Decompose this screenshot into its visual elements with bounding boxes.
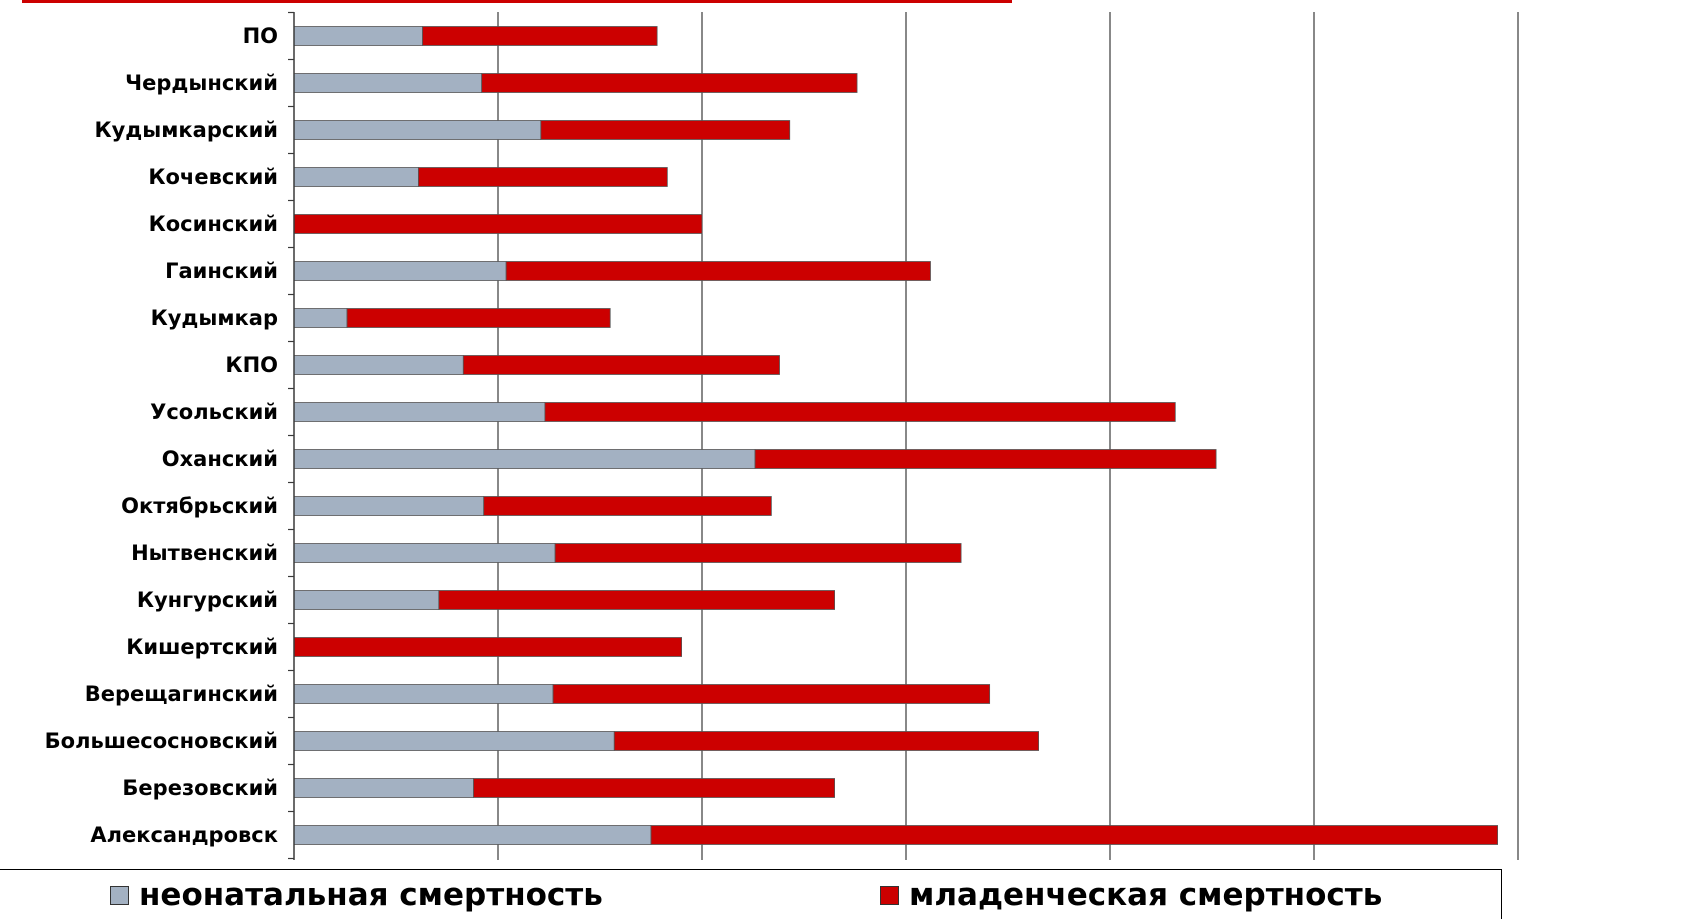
category-label: Кудымкар — [151, 306, 278, 330]
bar-infant — [613, 731, 1040, 751]
bar-infant — [438, 590, 836, 610]
bar-infant — [346, 308, 611, 328]
grid-lines — [497, 12, 1519, 860]
category-label: Нытвенский — [131, 541, 278, 565]
category-label: Кудымкарский — [94, 118, 278, 142]
bar-neonatal — [293, 449, 756, 469]
bar-infant — [754, 449, 1217, 469]
bar-neonatal — [293, 684, 554, 704]
bar-infant — [418, 167, 668, 187]
y-axis — [288, 11, 295, 860]
category-label: Гаинский — [165, 259, 278, 283]
bar-infant — [462, 355, 780, 375]
category-label: Кочевский — [148, 165, 278, 189]
legend: неонатальная смертность младенческая сме… — [0, 869, 1502, 919]
legend-item-neonatal: неонатальная смертность — [110, 880, 603, 911]
category-label: Березовский — [122, 776, 278, 800]
category-label: Большесосновский — [45, 729, 278, 753]
bar-infant — [552, 684, 991, 704]
category-label: Кишертский — [126, 635, 278, 659]
category-label: Октябрьский — [121, 494, 278, 518]
category-labels: ПО Чердынский Кудымкарский Кочевский Косинск… — [45, 24, 278, 847]
category-label: Усольский — [150, 400, 278, 424]
bar-infant — [650, 825, 1498, 845]
bar-neonatal — [293, 825, 652, 845]
bar-neonatal — [293, 120, 542, 140]
bar-neonatal — [293, 26, 423, 46]
category-label: Оханский — [162, 447, 278, 471]
legend-item-infant: младенческая смертность — [880, 880, 1382, 911]
top-accent-line — [22, 0, 1012, 3]
bar-infant — [540, 120, 791, 140]
category-label: Верещагинский — [85, 682, 278, 706]
stacked-bar-chart: ПО Чердынский Кудымкарский Кочевский Косинск… — [45, 11, 1519, 860]
bar-infant — [483, 496, 772, 516]
bar-infant — [422, 26, 658, 46]
legend-swatch-neonatal — [110, 886, 129, 905]
category-label: Косинский — [149, 212, 278, 236]
bar-neonatal — [293, 496, 485, 516]
legend-swatch-infant — [880, 886, 899, 905]
bar-neonatal — [293, 261, 507, 281]
category-label: КПО — [225, 353, 278, 377]
category-label: Александровск — [90, 823, 278, 847]
category-label: Чердынский — [125, 71, 278, 95]
bar-neonatal — [293, 402, 546, 422]
bar-neonatal — [293, 590, 440, 610]
bar-neonatal — [293, 308, 348, 328]
category-label: Кунгурский — [137, 588, 278, 612]
bar-infant — [481, 73, 858, 93]
bar-infant — [473, 778, 835, 798]
bar-infant — [554, 543, 962, 563]
bar-infant — [544, 402, 1176, 422]
category-label: ПО — [243, 24, 278, 48]
bar-neonatal — [293, 355, 464, 375]
bar-infant — [293, 637, 683, 657]
bar-neonatal — [293, 731, 615, 751]
bars — [293, 26, 1498, 845]
legend-label-neonatal: неонатальная смертность — [139, 877, 603, 913]
bar-infant — [505, 261, 931, 281]
bar-infant — [293, 214, 703, 234]
bar-neonatal — [293, 167, 419, 187]
bar-neonatal — [293, 543, 556, 563]
bar-neonatal — [293, 778, 474, 798]
legend-label-infant: младенческая смертность — [909, 877, 1383, 913]
bar-neonatal — [293, 73, 483, 93]
